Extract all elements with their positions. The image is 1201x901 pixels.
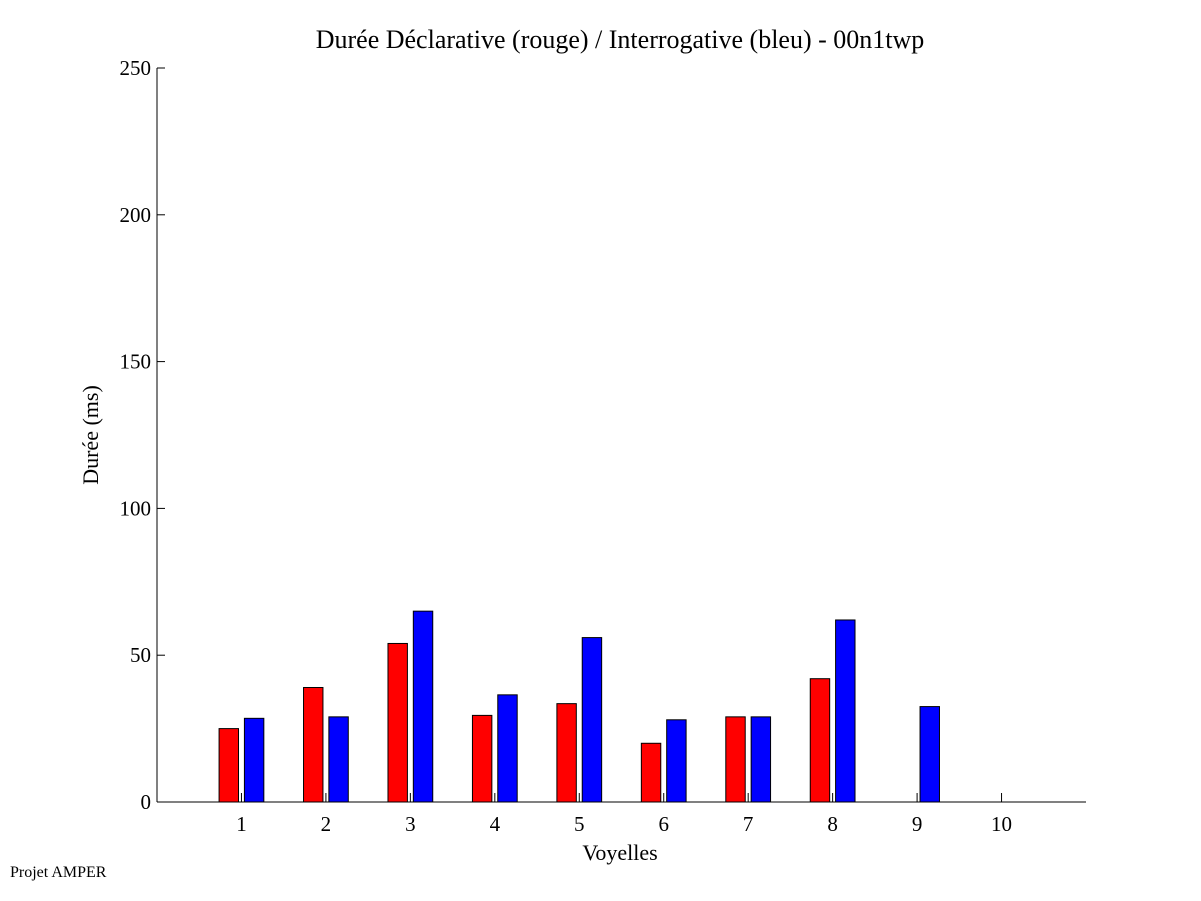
x-tick-label: 9 [912,812,923,836]
bar-interrogative [919,706,940,803]
bar-interrogative [835,619,856,803]
x-axis-label: Voyelles [582,840,657,865]
ticks: 0 50 100 150 200 250 1 2 3 4 5 6 7 8 9 10 [120,56,1013,836]
x-tick-label: 7 [743,812,754,836]
bar-interrogative [497,694,518,803]
bar-declarative [725,716,746,803]
bar-declarative [218,728,239,803]
y-tick-label: 150 [120,350,152,374]
bar-declarative [387,642,408,803]
x-tick-label: 3 [405,812,416,836]
bar-declarative [303,686,324,803]
bar-interrogative [243,717,265,803]
y-tick-label: 0 [141,790,152,814]
x-tick-label: 1 [236,812,247,836]
y-tick-label: 50 [130,643,151,667]
y-tick-label: 200 [120,203,152,227]
bar-declarative [809,678,831,803]
y-tick-label: 250 [120,56,152,80]
x-tick-label: 4 [490,812,501,836]
bar-interrogative [328,716,349,803]
bar-interrogative [412,610,434,803]
x-tick-label: 2 [321,812,332,836]
y-axis-label: Durée (ms) [78,385,103,485]
x-tick-label: 10 [991,812,1012,836]
axes [156,68,1086,803]
chart-title: Durée Déclarative (rouge) / Interrogativ… [316,25,925,54]
footer-credit: Projet AMPER [10,864,107,881]
bar-declarative [640,742,662,803]
bar-declarative [471,714,493,803]
x-tick-label: 8 [827,812,838,836]
bar-declarative [556,703,577,803]
bars [218,610,940,803]
y-tick-label: 100 [120,496,152,520]
bar-interrogative [750,716,772,803]
bar-interrogative [581,637,603,803]
x-tick-label: 6 [658,812,669,836]
bar-interrogative [666,719,687,803]
x-tick-label: 5 [574,812,585,836]
